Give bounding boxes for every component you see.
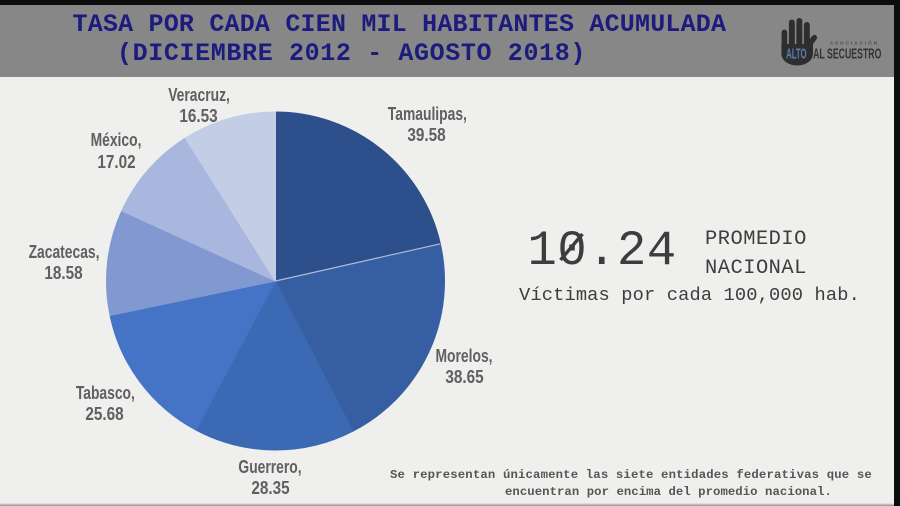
- svg-text:ALTO: ALTO: [786, 45, 807, 62]
- svg-text:AL SECUESTRO: AL SECUESTRO: [813, 45, 881, 62]
- svg-text:ASOCIACIÓN: ASOCIACIÓN: [830, 38, 879, 45]
